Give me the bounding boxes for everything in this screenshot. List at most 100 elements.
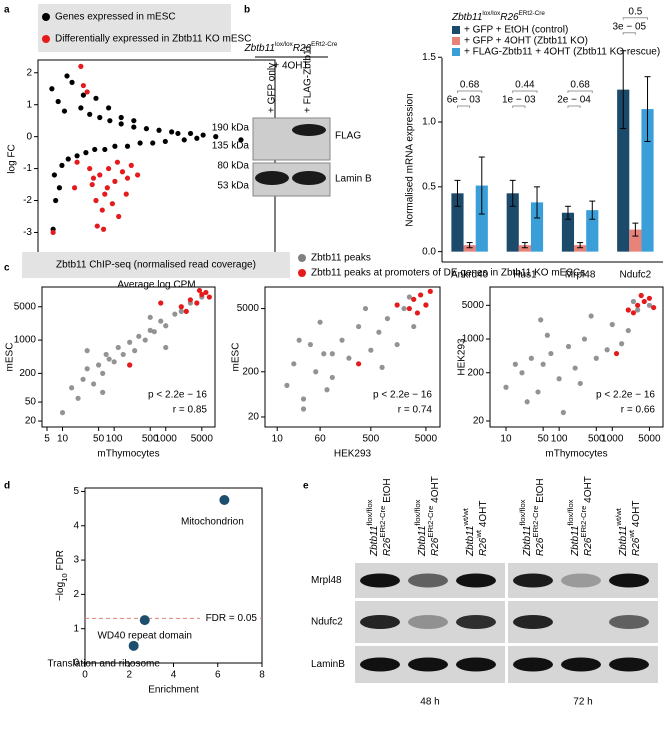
x-tick-label: 1000 xyxy=(601,434,624,445)
error-bar xyxy=(466,242,473,249)
data-point xyxy=(519,370,525,376)
x-axis-label: HEK293 xyxy=(334,449,372,460)
data-point xyxy=(143,126,150,132)
data-point xyxy=(92,146,98,153)
y-tick-label: 3 xyxy=(73,555,79,566)
bracket xyxy=(512,105,526,108)
annotation: p < 2.2e − 16 xyxy=(373,390,432,401)
y-axis-label-part: −log xyxy=(55,582,66,601)
legend-swatch xyxy=(452,37,460,45)
data-point xyxy=(128,162,134,168)
plot-frame xyxy=(489,286,664,428)
column-label-part: ERt2-Cre xyxy=(579,506,588,538)
data-point xyxy=(111,359,117,365)
data-point xyxy=(646,302,653,308)
x-tick-label: 10 xyxy=(500,434,512,445)
blot-header: Zbtb11lox/loxR26ERt2-Cre xyxy=(244,41,338,53)
data-point xyxy=(213,134,219,140)
data-point xyxy=(394,302,400,308)
blot-band xyxy=(561,657,601,672)
error-bar xyxy=(589,200,596,220)
data-point xyxy=(368,347,374,353)
annotation: p < 2.2e − 16 xyxy=(148,390,207,401)
data-point xyxy=(169,129,175,135)
data-point xyxy=(329,374,335,381)
column-label-part: wt xyxy=(627,529,636,539)
data-point xyxy=(411,296,417,302)
legend-title-part: ERt2-Cre xyxy=(519,10,546,17)
x-tick-label: Ankrd40 xyxy=(451,270,489,281)
y-tick-label: 0 xyxy=(26,131,32,142)
data-point xyxy=(187,297,193,303)
data-point xyxy=(59,162,65,168)
data-point xyxy=(321,351,327,357)
data-point xyxy=(158,318,164,324)
blot-band xyxy=(513,573,553,588)
column-label-part: R26 xyxy=(478,537,489,556)
plot-frame xyxy=(264,286,441,428)
data-point xyxy=(120,351,126,358)
blot-band xyxy=(408,573,448,588)
data-point xyxy=(646,295,653,301)
x-tick-label: 50 xyxy=(93,434,105,445)
y-tick-label: -1 xyxy=(23,163,32,174)
x-axis-label: Average log CPM xyxy=(117,280,195,291)
data-point xyxy=(147,327,153,333)
column-label: Zbtb11flox/flox xyxy=(365,499,380,557)
data-point xyxy=(524,399,530,405)
data-point xyxy=(406,305,412,312)
legend-swatch xyxy=(452,48,460,56)
data-point xyxy=(630,310,637,316)
error-bar xyxy=(620,50,627,130)
time-label: 72 h xyxy=(573,697,592,708)
data-point xyxy=(84,366,90,372)
bracket xyxy=(512,90,538,93)
data-point xyxy=(49,86,55,92)
data-point xyxy=(90,175,97,181)
data-point xyxy=(423,302,429,308)
data-point xyxy=(503,384,509,390)
data-point xyxy=(131,124,137,130)
data-point xyxy=(119,169,126,175)
x-tick-label: 2 xyxy=(126,670,132,681)
column-label-part: flox/flox xyxy=(413,499,422,525)
data-point xyxy=(114,159,121,165)
data-point xyxy=(538,317,544,323)
column-label: R26ERt2-Cre 4OHT xyxy=(426,476,441,556)
y-tick-label: 1.0 xyxy=(422,117,436,128)
blot-band xyxy=(360,657,400,672)
data-point xyxy=(109,201,115,207)
y-tick-label: 4 xyxy=(73,520,79,531)
bracket xyxy=(567,90,593,93)
data-point xyxy=(59,410,66,416)
column-label-part: Zbtb11 xyxy=(570,526,581,557)
y-tick-label: -2 xyxy=(23,195,32,206)
data-point xyxy=(346,355,352,361)
column-label-part: wt xyxy=(474,529,483,539)
row-label: Mrpl48 xyxy=(311,575,342,586)
row-label: LaminB xyxy=(311,659,345,670)
column-label: Zbtb11wt/wt xyxy=(461,507,476,557)
blot-band xyxy=(408,657,448,672)
column-label-part: R26 xyxy=(535,537,546,556)
data-point xyxy=(512,361,518,367)
bar xyxy=(518,245,531,252)
error-bar xyxy=(534,186,541,219)
column-label: Zbtb11flox/flox xyxy=(413,499,428,557)
bar xyxy=(629,229,642,252)
legend-title-part: lox/lox xyxy=(482,10,501,17)
blot-header-part: Zbtb11 xyxy=(244,43,275,54)
y-tick-label: 1.5 xyxy=(422,52,436,63)
data-point xyxy=(156,127,162,133)
data-point xyxy=(635,302,641,308)
marker-label: 53 kDa xyxy=(217,181,249,192)
blot-band xyxy=(609,573,649,588)
data-point xyxy=(51,172,57,178)
threshold-label: FDR = 0.05 xyxy=(206,613,258,624)
row-label: FLAG xyxy=(335,131,361,142)
data-point xyxy=(651,304,657,311)
data-point xyxy=(540,361,546,367)
blot-header-part: R26 xyxy=(293,43,312,54)
data-point xyxy=(103,351,109,358)
data-point xyxy=(362,305,369,312)
